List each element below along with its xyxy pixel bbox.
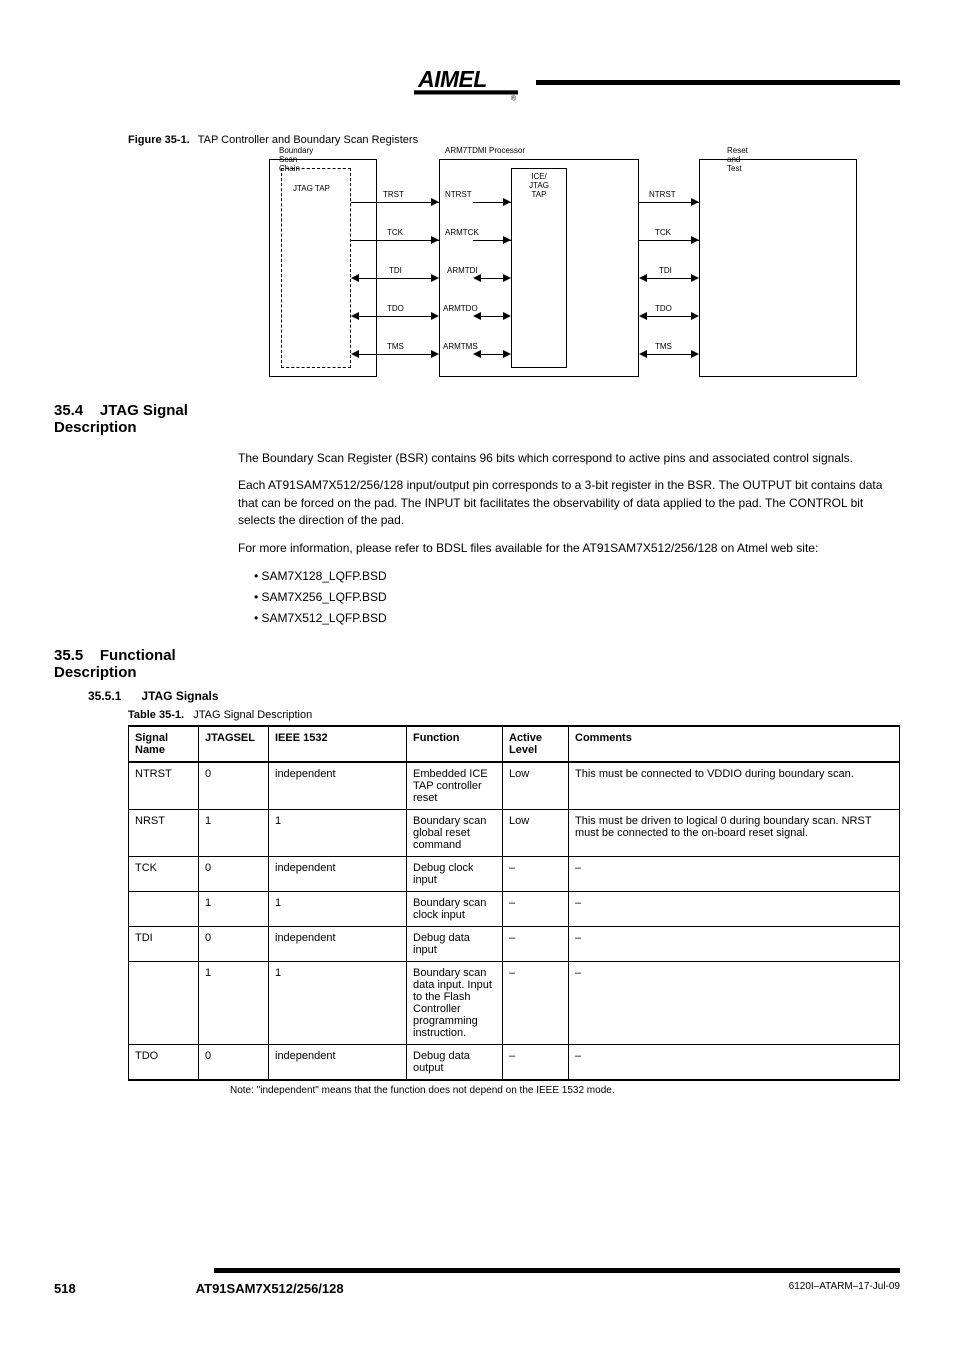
table-header-row: Signal Name JTAGSEL IEEE 1532 Function A…: [129, 726, 900, 762]
sig-tdi-right: TDI: [659, 266, 672, 275]
section-35-4: 35.4 JTAG Signal Description: [54, 402, 900, 436]
sig-tdo: TDO: [387, 304, 404, 313]
atmel-logo: AIMEL ®: [414, 60, 518, 104]
sig-tck: TCK: [387, 228, 403, 237]
bullet-1: • SAM7X256_LQFP.BSD: [254, 588, 900, 607]
sub-num: 35.5.1: [88, 689, 121, 703]
sig-armtdi: ARMTDI: [447, 266, 478, 275]
sig-tms: TMS: [387, 342, 404, 351]
figure-title: TAP Controller and Boundary Scan Registe…: [198, 134, 418, 146]
sig-armtck: ARMTCK: [445, 228, 479, 237]
th-signal: Signal Name: [129, 726, 199, 762]
sig-armtms: ARMTMS: [443, 342, 478, 351]
th-1532: IEEE 1532: [269, 726, 407, 762]
table-caption: Table 35-1. JTAG Signal Description: [128, 709, 900, 721]
boundary-scan-label: BoundaryScanChain: [279, 146, 313, 173]
page-number: 518: [54, 1281, 76, 1296]
table-row: TDO0independentDebug data output––: [129, 1044, 900, 1080]
page-header: AIMEL ®: [414, 60, 900, 104]
jtag-tap-box: [281, 168, 351, 368]
sig-tck-right: TCK: [655, 228, 671, 237]
figure-label: Figure 35-1.: [128, 134, 190, 146]
th-comments: Comments: [569, 726, 900, 762]
section-35-5: 35.5 Functional Description: [54, 647, 900, 681]
jtag-tap-label: JTAG TAP: [293, 184, 330, 193]
th-function: Function: [407, 726, 503, 762]
doc-title: AT91SAM7X512/256/128: [196, 1281, 344, 1296]
doc-code: 6120I–ATARM–17-Jul-09: [789, 1281, 900, 1296]
jtag-signal-table: Signal Name JTAGSEL IEEE 1532 Function A…: [128, 725, 900, 1081]
ice-jtag-tap-label: ICE/JTAGTAP: [515, 172, 563, 199]
table-row: NTRST0independentEmbedded ICE TAP contro…: [129, 762, 900, 810]
para-io: Each AT91SAM7X512/256/128 input/output p…: [238, 477, 900, 529]
block-diagram: BoundaryScanChain JTAG TAP ARM7TDMI Proc…: [269, 154, 859, 384]
table-row: NRST11Boundary scan global reset command…: [129, 809, 900, 856]
bullet-2: • SAM7X512_LQFP.BSD: [254, 609, 900, 628]
sig-armtdo: ARMTDO: [443, 304, 478, 313]
sub-title: JTAG Signals: [141, 689, 218, 703]
subsection-35-5-1: 35.5.1 JTAG Signals: [88, 689, 900, 703]
header-rule: [536, 80, 900, 85]
page-footer: 518 AT91SAM7X512/256/128 6120I–ATARM–17-…: [54, 1268, 900, 1296]
sig-ntrst-mid: NTRST: [445, 190, 472, 199]
table-row: TCK0independentDebug clock input––: [129, 856, 900, 891]
reset-test-box: [699, 159, 857, 377]
sec-35-4-num: 35.4: [54, 402, 83, 419]
para-bdsl: For more information, please refer to BD…: [238, 540, 900, 557]
sig-tdo-right: TDO: [655, 304, 672, 313]
table-row: 11Boundary scan data input. Input to the…: [129, 961, 900, 1044]
arm-processor-label: ARM7TDMI Processor: [445, 146, 525, 155]
sig-trst: TRST: [383, 190, 404, 199]
sec-35-5-num: 35.5: [54, 647, 83, 664]
svg-text:AIMEL: AIMEL: [417, 66, 487, 92]
para-bsr: The Boundary Scan Register (BSR) contain…: [238, 450, 900, 467]
reset-test-label: ResetandTest: [727, 146, 748, 173]
th-active: Active Level: [503, 726, 569, 762]
th-jtagsel: JTAGSEL: [199, 726, 269, 762]
table-note: Note: "independent" means that the funct…: [230, 1085, 900, 1096]
bullet-0: • SAM7X128_LQFP.BSD: [254, 567, 900, 586]
table-row: 11Boundary scan clock input––: [129, 891, 900, 926]
table-row: TDI0independentDebug data input––: [129, 926, 900, 961]
sig-tdi: TDI: [389, 266, 402, 275]
figure-caption: Figure 35-1. TAP Controller and Boundary…: [128, 134, 900, 146]
svg-text:®: ®: [511, 94, 517, 103]
footer-rule: [214, 1268, 900, 1273]
sig-ntrst-right: NTRST: [649, 190, 676, 199]
sig-tms-right: TMS: [655, 342, 672, 351]
